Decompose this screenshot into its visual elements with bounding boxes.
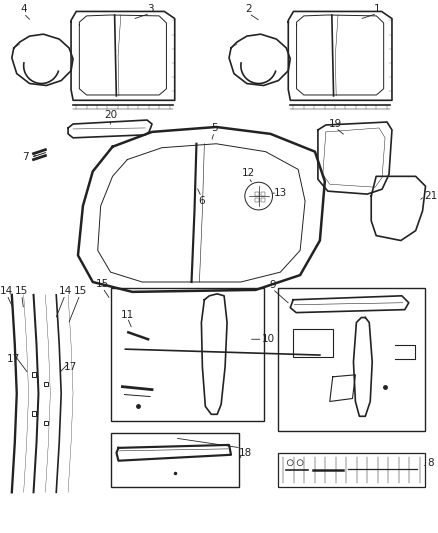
Text: 13: 13 (274, 188, 287, 198)
Text: 15: 15 (73, 286, 87, 296)
Text: 21: 21 (424, 191, 437, 201)
Bar (32, 411, 36, 416)
Text: 6: 6 (198, 196, 205, 206)
Text: 14: 14 (59, 286, 72, 296)
Text: 9: 9 (269, 280, 276, 290)
Text: 17: 17 (7, 354, 21, 364)
Text: 15: 15 (96, 279, 109, 289)
Bar (255, 198, 259, 202)
Text: 12: 12 (242, 168, 255, 179)
Text: 20: 20 (104, 110, 117, 120)
Bar (261, 198, 265, 202)
Text: 17: 17 (64, 362, 77, 372)
Text: 15: 15 (15, 286, 28, 296)
Bar (279, 453, 424, 487)
Text: 7: 7 (22, 151, 29, 161)
Bar (110, 433, 239, 487)
Bar (32, 372, 36, 377)
Bar (110, 288, 264, 421)
Bar (44, 382, 48, 386)
Text: 8: 8 (427, 458, 434, 467)
Text: 4: 4 (20, 4, 27, 14)
Bar (279, 288, 424, 431)
Bar (293, 329, 333, 357)
Text: 11: 11 (121, 310, 134, 320)
Text: 3: 3 (147, 4, 153, 14)
Text: 18: 18 (239, 448, 252, 458)
Text: 5: 5 (211, 123, 218, 133)
Text: 1: 1 (374, 4, 381, 14)
Text: 2: 2 (245, 4, 252, 14)
Bar (261, 192, 265, 196)
Bar (44, 421, 48, 425)
Bar (255, 192, 259, 196)
Text: 19: 19 (329, 119, 343, 129)
Text: 14: 14 (0, 286, 14, 296)
Text: 10: 10 (262, 334, 275, 344)
